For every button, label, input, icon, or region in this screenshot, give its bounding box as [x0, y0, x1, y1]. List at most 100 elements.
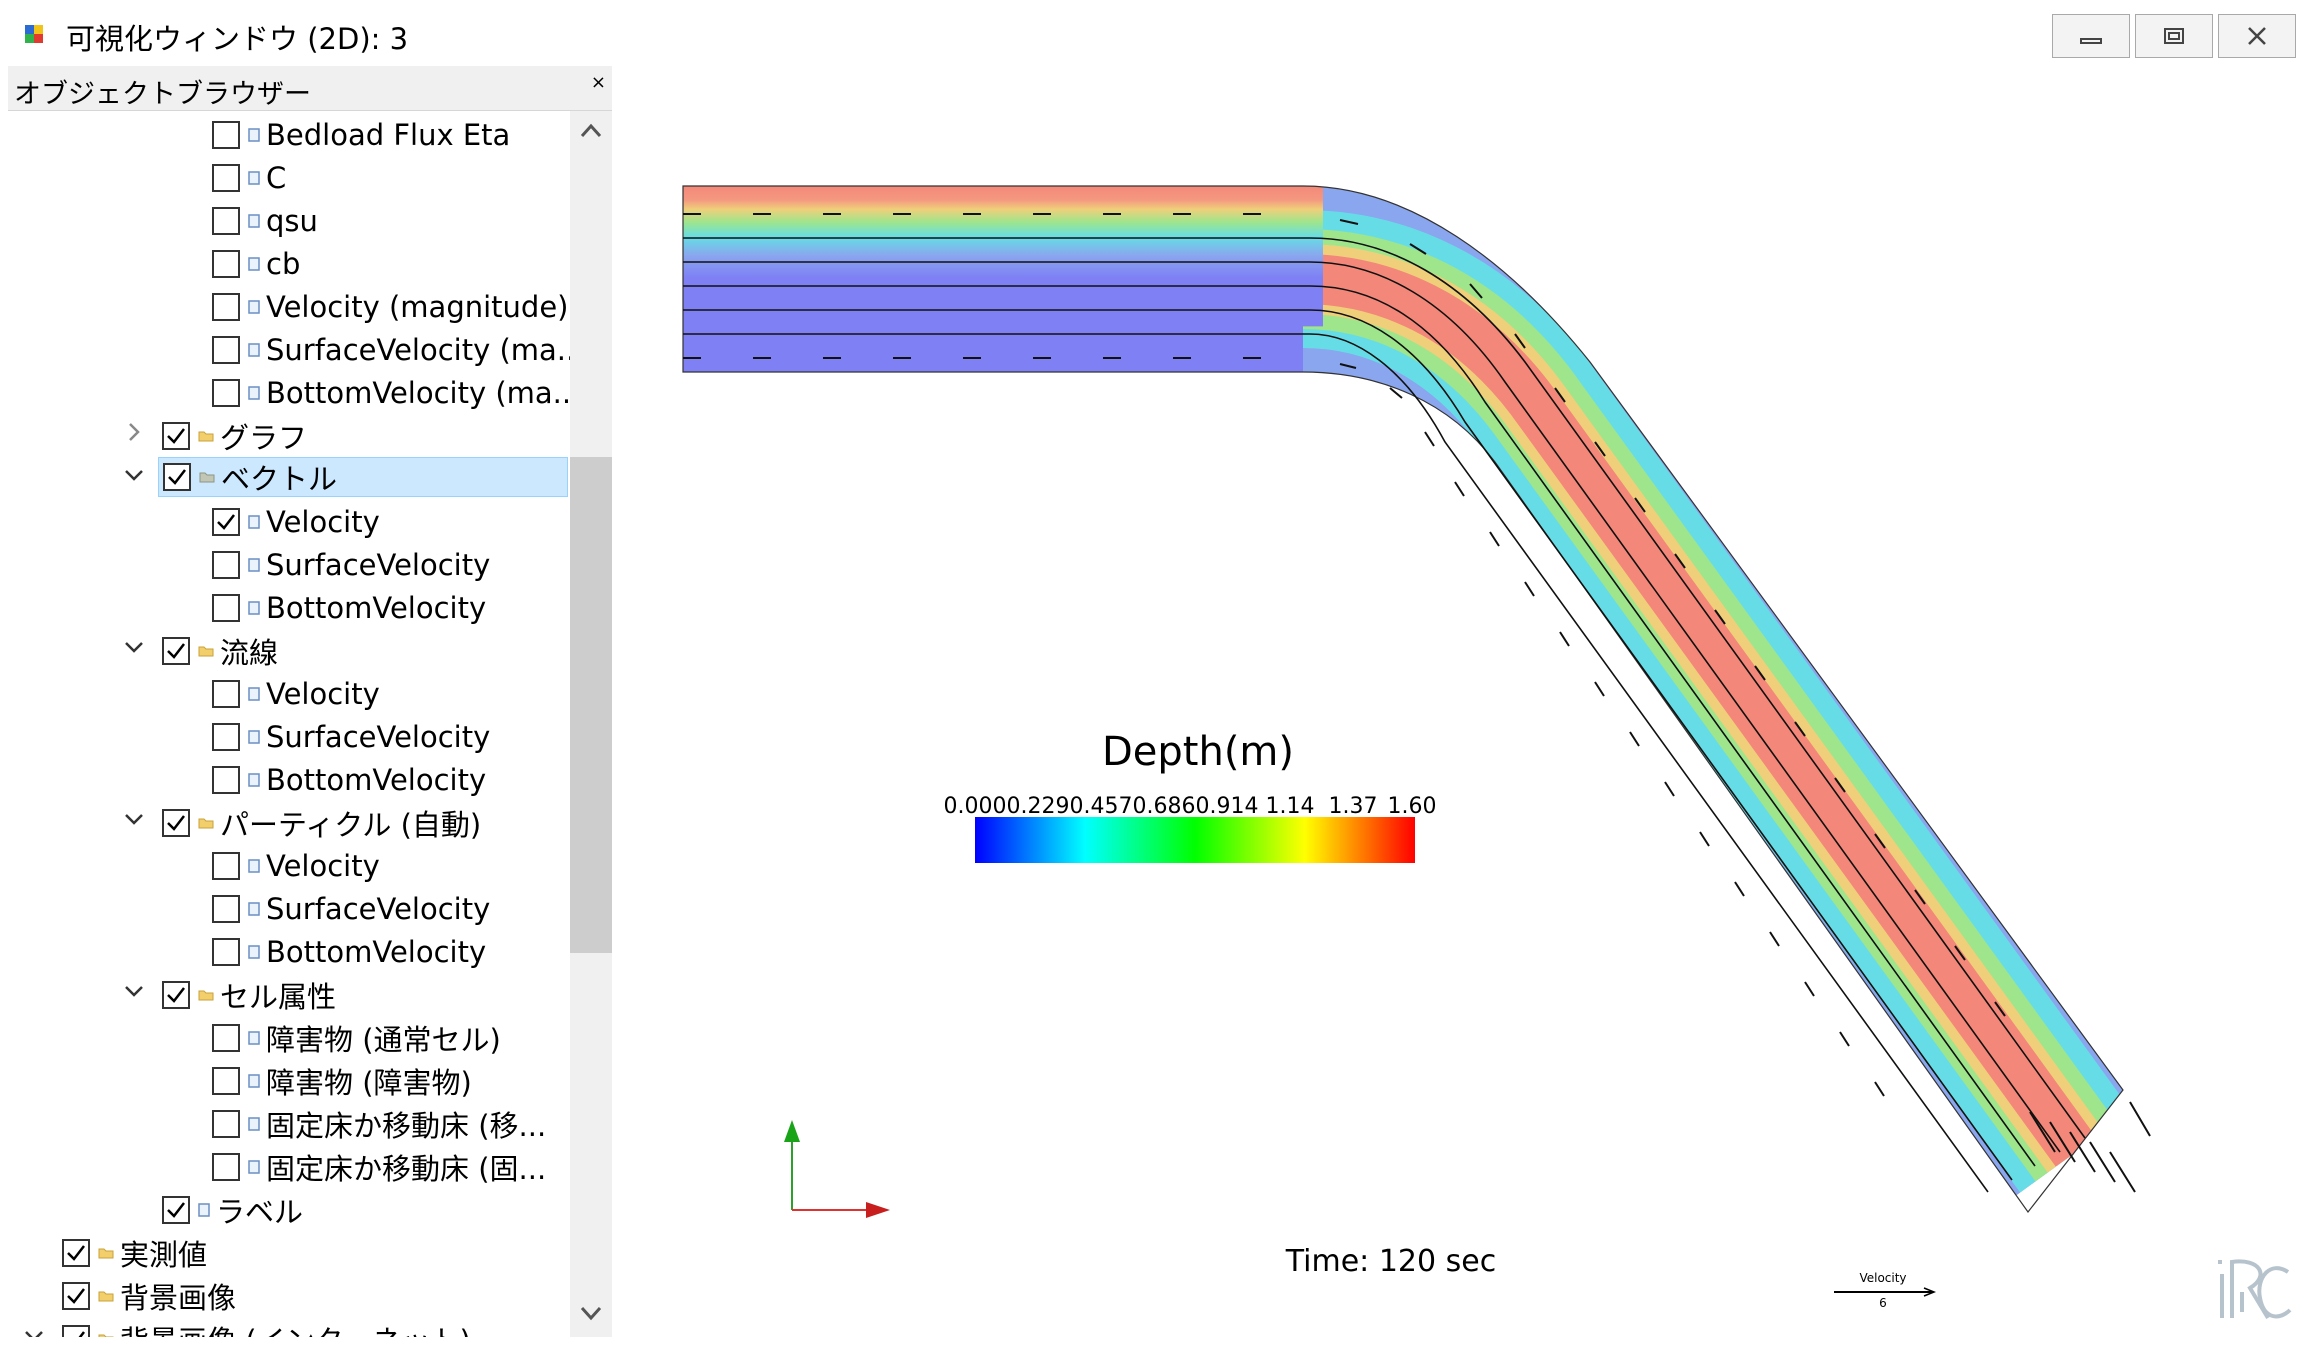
iric-logo — [2218, 1259, 2292, 1320]
chevron-down-icon[interactable] — [22, 1324, 46, 1337]
checkbox[interactable] — [212, 1067, 240, 1095]
colorbar-tick: 0.457 — [1070, 794, 1133, 819]
checkbox[interactable] — [212, 121, 240, 149]
axes-triad — [784, 1120, 890, 1218]
tree-item-c[interactable]: C — [212, 158, 286, 198]
checkbox-checked[interactable] — [162, 981, 190, 1009]
tree-item-particle-surface-velocity[interactable]: SurfaceVelocity — [212, 889, 490, 929]
checkbox-checked[interactable] — [162, 809, 190, 837]
checkbox[interactable] — [212, 938, 240, 966]
chevron-down-icon[interactable] — [122, 463, 146, 487]
document-icon — [248, 558, 260, 572]
tree-item-obstacle-obstacle[interactable]: 障害物 (障害物) — [212, 1061, 472, 1101]
checkbox[interactable] — [212, 551, 240, 579]
object-browser-close-button[interactable]: × — [590, 72, 606, 93]
tree-item-label[interactable]: ラベル — [162, 1190, 303, 1230]
tree-item-bedload-flux-eta[interactable]: Bedload Flux Eta — [212, 115, 510, 155]
tree-item-background-image[interactable]: 背景画像 — [62, 1276, 236, 1316]
colorbar-tick: 0.000 — [944, 794, 1007, 819]
object-browser-header: オブジェクトブラウザー × — [8, 66, 612, 111]
document-icon — [248, 128, 260, 142]
checkbox[interactable] — [212, 293, 240, 321]
tree-item-streamline-bottom-velocity[interactable]: BottomVelocity — [212, 760, 486, 800]
colorbar-gradient — [975, 817, 1415, 863]
document-icon — [248, 730, 260, 744]
tree-item-particle-auto[interactable]: パーティクル (自動) — [162, 803, 481, 843]
document-icon — [248, 601, 260, 615]
chevron-down-icon[interactable] — [122, 635, 146, 659]
scroll-up-icon[interactable] — [579, 121, 603, 141]
tree-item-vector-bottom-velocity[interactable]: BottomVelocity — [212, 588, 486, 628]
tree-item-bed-type-fixed[interactable]: 固定床か移動床 (固... — [212, 1147, 546, 1187]
chevron-down-icon[interactable] — [122, 807, 146, 831]
checkbox[interactable] — [212, 852, 240, 880]
checkbox-checked[interactable] — [163, 463, 191, 491]
tree-scrollbar[interactable] — [570, 111, 612, 1337]
document-icon — [248, 257, 260, 271]
tree-item-surface-velocity-magnitude[interactable]: SurfaceVelocity (ma... — [212, 330, 570, 370]
scrollbar-thumb[interactable] — [570, 457, 612, 953]
tree-item-vector-surface-velocity[interactable]: SurfaceVelocity — [212, 545, 490, 585]
checkbox-checked[interactable] — [162, 422, 190, 450]
tree-item-bed-type-moving[interactable]: 固定床か移動床 (移... — [212, 1104, 546, 1144]
visualization-viewport[interactable]: Depth(m) 0.000 0.229 0.457 0.686 0.914 1… — [620, 62, 2313, 1346]
object-browser-title: オブジェクトブラウザー — [14, 79, 311, 110]
checkbox-checked[interactable] — [62, 1282, 90, 1310]
tree-item-cell-attributes[interactable]: セル属性 — [162, 975, 336, 1015]
tree-item-cb[interactable]: cb — [212, 244, 300, 284]
folder-icon — [199, 472, 215, 483]
checkbox[interactable] — [212, 680, 240, 708]
checkbox[interactable] — [212, 164, 240, 192]
checkbox[interactable] — [212, 379, 240, 407]
checkbox-checked[interactable] — [62, 1325, 90, 1337]
checkbox-checked[interactable] — [212, 508, 240, 536]
folder-icon — [98, 1334, 114, 1337]
checkbox[interactable] — [212, 723, 240, 751]
document-icon — [248, 1074, 260, 1088]
document-icon — [248, 343, 260, 357]
tree-item-particle-velocity[interactable]: Velocity — [212, 846, 380, 886]
folder-icon — [198, 646, 214, 657]
document-icon — [198, 1203, 210, 1217]
checkbox[interactable] — [212, 895, 240, 923]
document-icon — [248, 515, 260, 529]
tree-item-velocity-magnitude[interactable]: Velocity (magnitude) — [212, 287, 568, 327]
checkbox-checked[interactable] — [162, 637, 190, 665]
chevron-right-icon[interactable] — [122, 420, 146, 444]
checkbox[interactable] — [212, 250, 240, 278]
depth-colorbar: Depth(m) 0.000 0.229 0.457 0.686 0.914 1… — [944, 729, 1437, 863]
tree-item-vector-velocity[interactable]: Velocity — [212, 502, 380, 542]
checkbox[interactable] — [212, 1024, 240, 1052]
tree-item-bottom-velocity-magnitude[interactable]: BottomVelocity (ma... — [212, 373, 570, 413]
tree-item-streamline-surface-velocity[interactable]: SurfaceVelocity — [212, 717, 490, 757]
tree-item-obstacle-normal[interactable]: 障害物 (通常セル) — [212, 1018, 501, 1058]
checkbox[interactable] — [212, 207, 240, 235]
scroll-down-icon[interactable] — [579, 1303, 603, 1323]
document-icon — [248, 1160, 260, 1174]
colorbar-tick: 1.60 — [1388, 794, 1437, 819]
checkbox[interactable] — [212, 1153, 240, 1181]
tree-item-vector[interactable]: ベクトル — [158, 457, 568, 497]
checkbox[interactable] — [212, 766, 240, 794]
tree-item-qsu[interactable]: qsu — [212, 201, 318, 241]
tree-item-streamline[interactable]: 流線 — [162, 631, 278, 671]
checkbox[interactable] — [212, 1110, 240, 1138]
maximize-icon — [2164, 28, 2184, 44]
colorbar-tick: 1.37 — [1329, 794, 1378, 819]
tree-item-particle-bottom-velocity[interactable]: BottomVelocity — [212, 932, 486, 972]
tree-item-graph[interactable]: グラフ — [162, 416, 307, 456]
checkbox-checked[interactable] — [62, 1239, 90, 1267]
maximize-button[interactable] — [2135, 14, 2213, 58]
checkbox[interactable] — [212, 594, 240, 622]
close-button[interactable] — [2218, 14, 2296, 58]
depth-contour-canvas[interactable]: Depth(m) 0.000 0.229 0.457 0.686 0.914 1… — [620, 62, 2313, 1346]
minimize-button[interactable] — [2052, 14, 2130, 58]
checkbox-checked[interactable] — [162, 1196, 190, 1224]
checkbox[interactable] — [212, 336, 240, 364]
folder-icon — [98, 1248, 114, 1259]
chevron-down-icon[interactable] — [122, 979, 146, 1003]
document-icon — [248, 300, 260, 314]
tree-item-streamline-velocity[interactable]: Velocity — [212, 674, 380, 714]
tree-item-background-image-internet[interactable]: 背景画像 (インターネット) — [62, 1319, 471, 1337]
tree-item-measured-values[interactable]: 実測値 — [62, 1233, 207, 1273]
